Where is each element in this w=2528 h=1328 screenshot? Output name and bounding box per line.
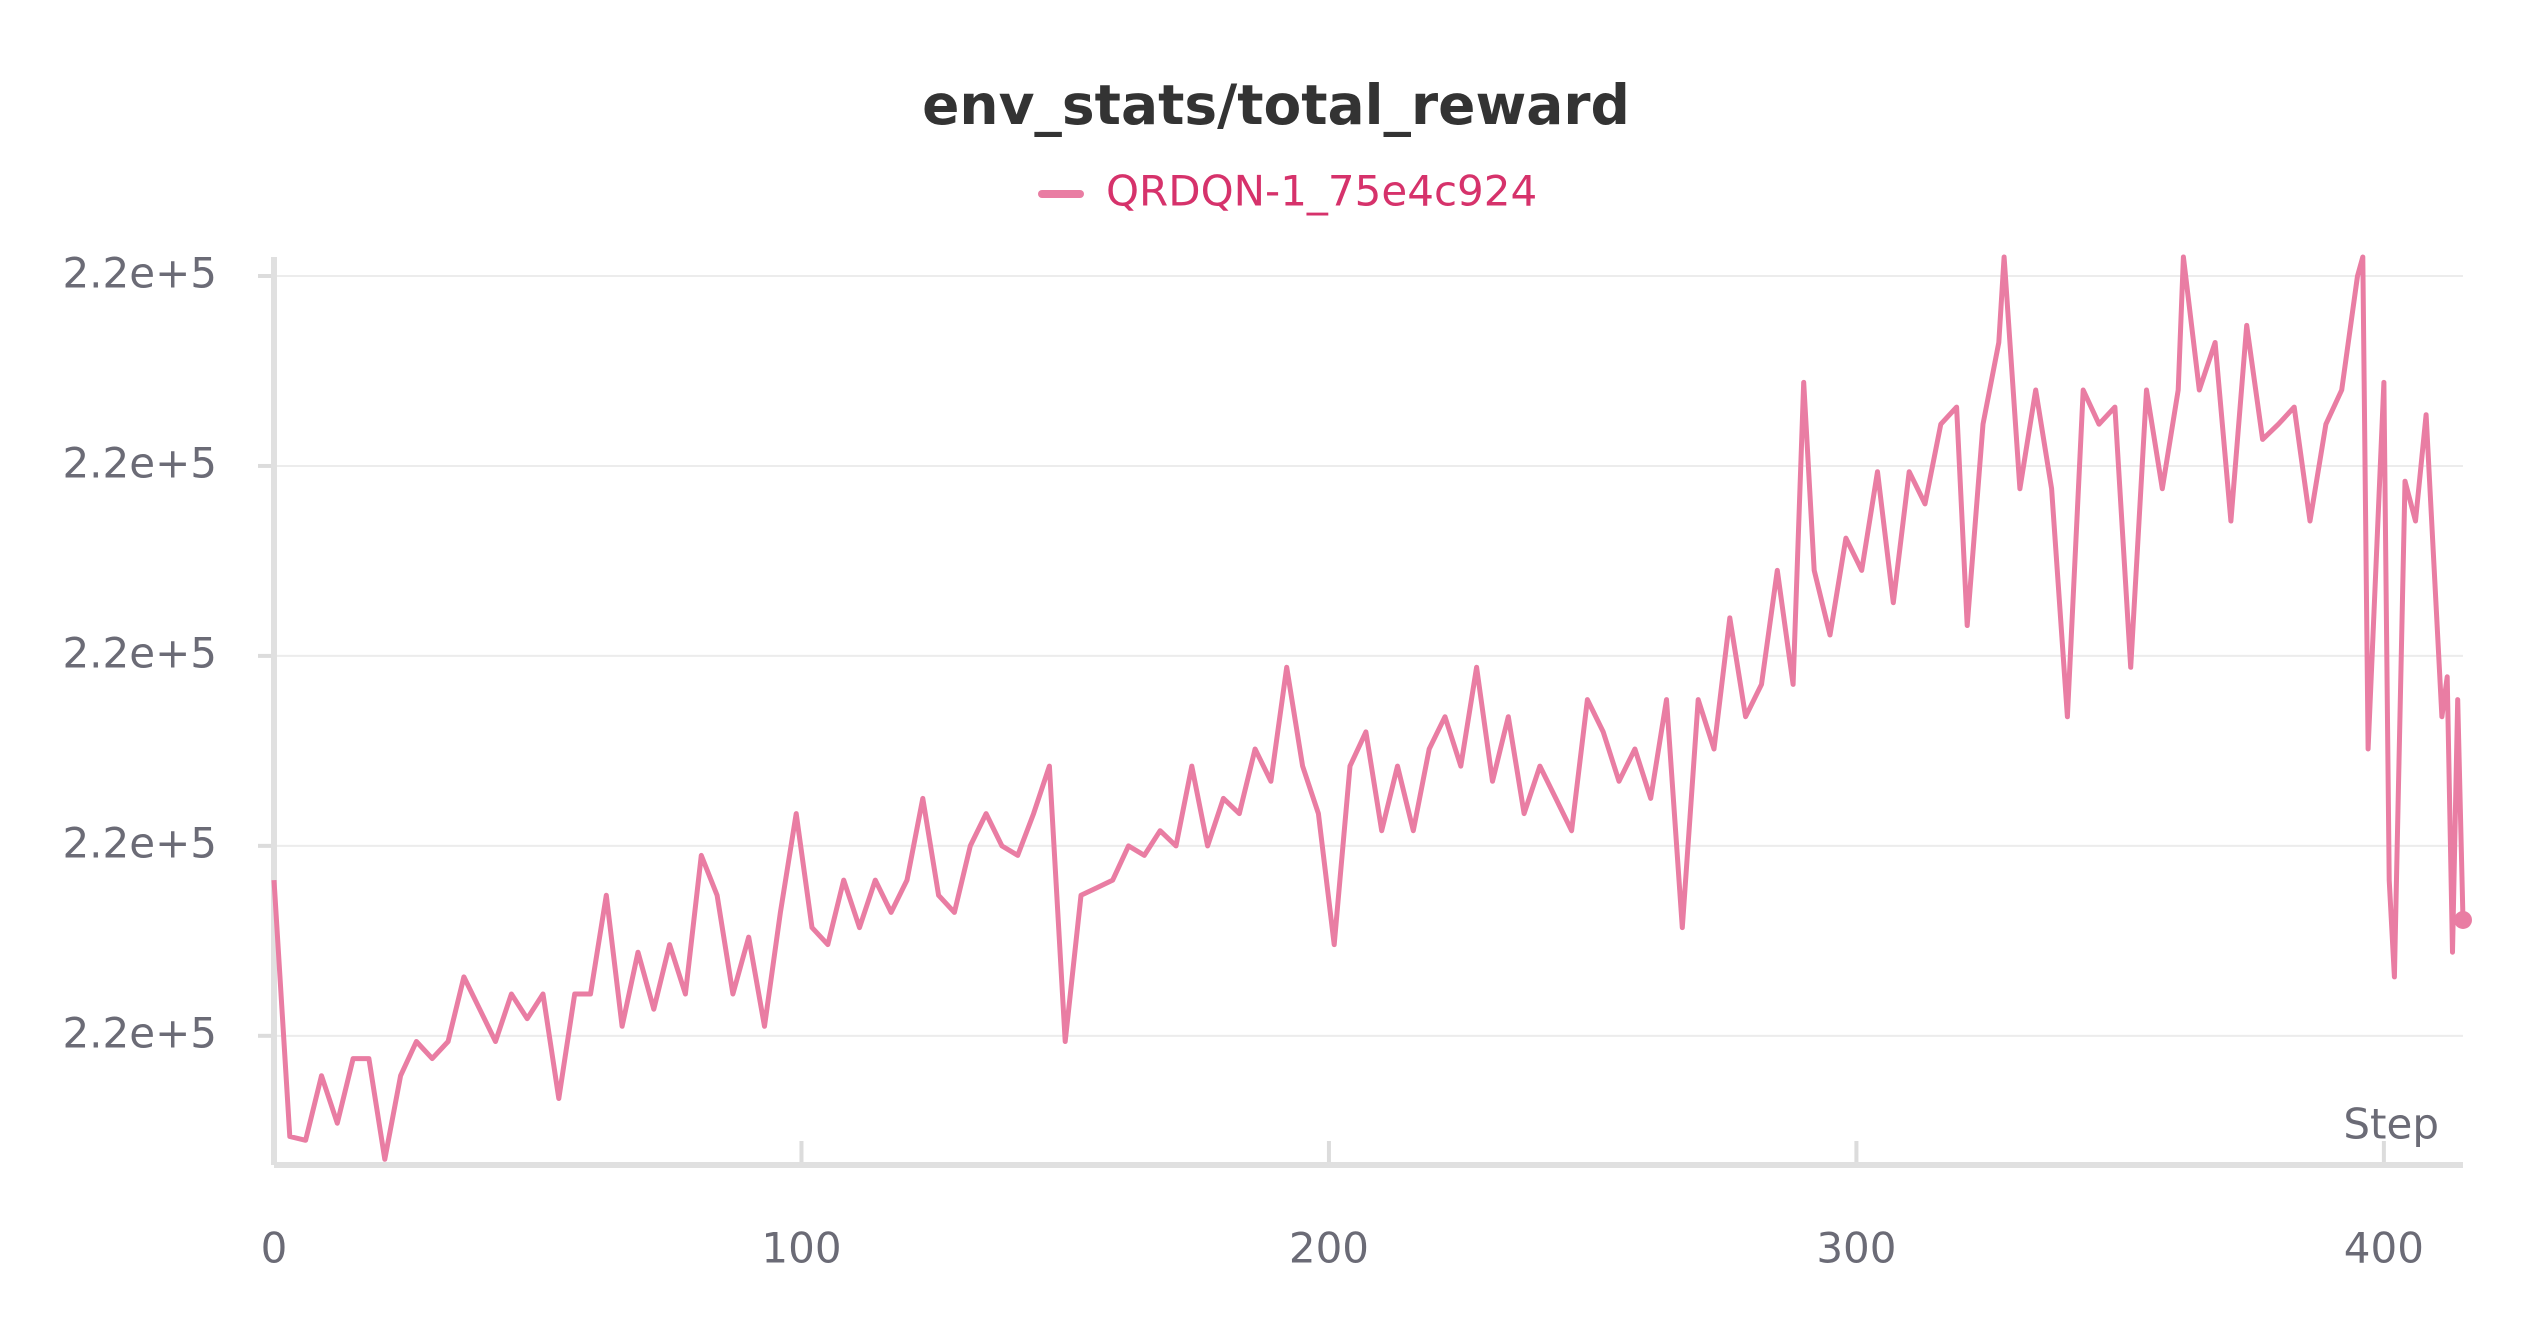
x-tick-label: 0 bbox=[261, 1224, 288, 1273]
x-tick-label: 200 bbox=[1289, 1224, 1369, 1273]
x-tick-label: 300 bbox=[1816, 1224, 1896, 1273]
legend-label: QRDQN-1_75e4c924 bbox=[1106, 167, 1537, 216]
y-tick-label: 2.2e+5 bbox=[62, 1008, 217, 1057]
x-tick-label: 400 bbox=[2344, 1224, 2424, 1273]
y-tick-label: 2.2e+5 bbox=[62, 438, 217, 487]
y-tick-label: 2.2e+5 bbox=[62, 248, 217, 297]
x-axis-label: Step bbox=[2343, 1100, 2439, 1149]
y-tick-label: 2.2e+5 bbox=[62, 628, 217, 677]
x-tick-label: 100 bbox=[761, 1224, 841, 1273]
chart-title: env_stats/total_reward bbox=[922, 73, 1630, 137]
end-marker bbox=[2454, 910, 2472, 929]
line bbox=[271, 254, 2466, 1162]
y-tick-label: 2.2e+5 bbox=[62, 818, 217, 867]
